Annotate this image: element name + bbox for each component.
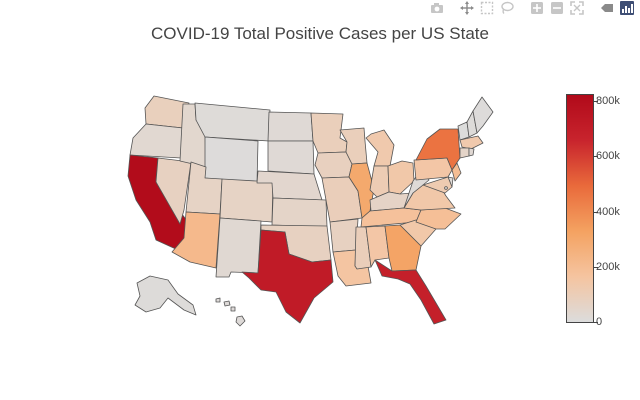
state-ri[interactable] xyxy=(468,147,475,157)
camera-icon[interactable] xyxy=(428,0,446,16)
colorbar-tick-label: 200k xyxy=(594,260,620,273)
state-nj[interactable] xyxy=(451,162,462,182)
state-ar[interactable] xyxy=(329,218,359,253)
state-ma[interactable] xyxy=(459,135,484,150)
state-al[interactable] xyxy=(365,225,390,268)
colorbar-tick-label: 600k xyxy=(594,150,620,163)
modebar xyxy=(428,0,636,16)
state-tx[interactable] xyxy=(241,229,334,324)
zoom-out-icon[interactable] xyxy=(548,0,566,16)
colorbar-tick-label: 400k xyxy=(594,205,620,218)
state-ks[interactable] xyxy=(271,197,328,228)
state-ia[interactable] xyxy=(314,151,353,179)
state-hi-island[interactable] xyxy=(215,297,221,303)
colorbar-gradient xyxy=(566,94,594,323)
lasso-select-icon[interactable] xyxy=(498,0,516,16)
state-mi[interactable] xyxy=(365,129,395,167)
autoscale-icon[interactable] xyxy=(568,0,586,16)
state-in[interactable] xyxy=(369,165,390,198)
state-nd[interactable] xyxy=(267,111,314,142)
state-wy[interactable] xyxy=(204,136,259,184)
state-me[interactable] xyxy=(472,96,494,134)
state-mt[interactable] xyxy=(194,102,271,142)
hover-closest-icon[interactable] xyxy=(598,0,616,16)
colorbar-tick-label: 800k xyxy=(594,95,620,108)
state-ct[interactable] xyxy=(459,147,470,159)
chart-title: COVID-19 Total Positive Cases per US Sta… xyxy=(151,24,489,43)
us-choropleth-map xyxy=(127,95,494,327)
state-pa[interactable] xyxy=(413,157,453,181)
state-co[interactable] xyxy=(219,178,274,223)
state-ny[interactable] xyxy=(415,128,461,171)
state-sd[interactable] xyxy=(267,140,315,175)
state-dc[interactable] xyxy=(444,186,448,190)
state-nm[interactable] xyxy=(215,217,262,278)
zoom-in-icon[interactable] xyxy=(528,0,546,16)
pan-icon[interactable] xyxy=(458,0,476,16)
state-ak[interactable] xyxy=(134,275,197,316)
state-hi-island[interactable] xyxy=(230,306,236,312)
state-hi[interactable] xyxy=(235,315,246,327)
plotly-logo-icon[interactable] xyxy=(618,0,636,16)
state-or[interactable] xyxy=(129,123,184,159)
state-hi-island[interactable] xyxy=(223,300,231,307)
box-select-icon[interactable] xyxy=(478,0,496,16)
state-fl[interactable] xyxy=(374,259,447,325)
colorbar-tick-label: 0 xyxy=(593,316,603,328)
